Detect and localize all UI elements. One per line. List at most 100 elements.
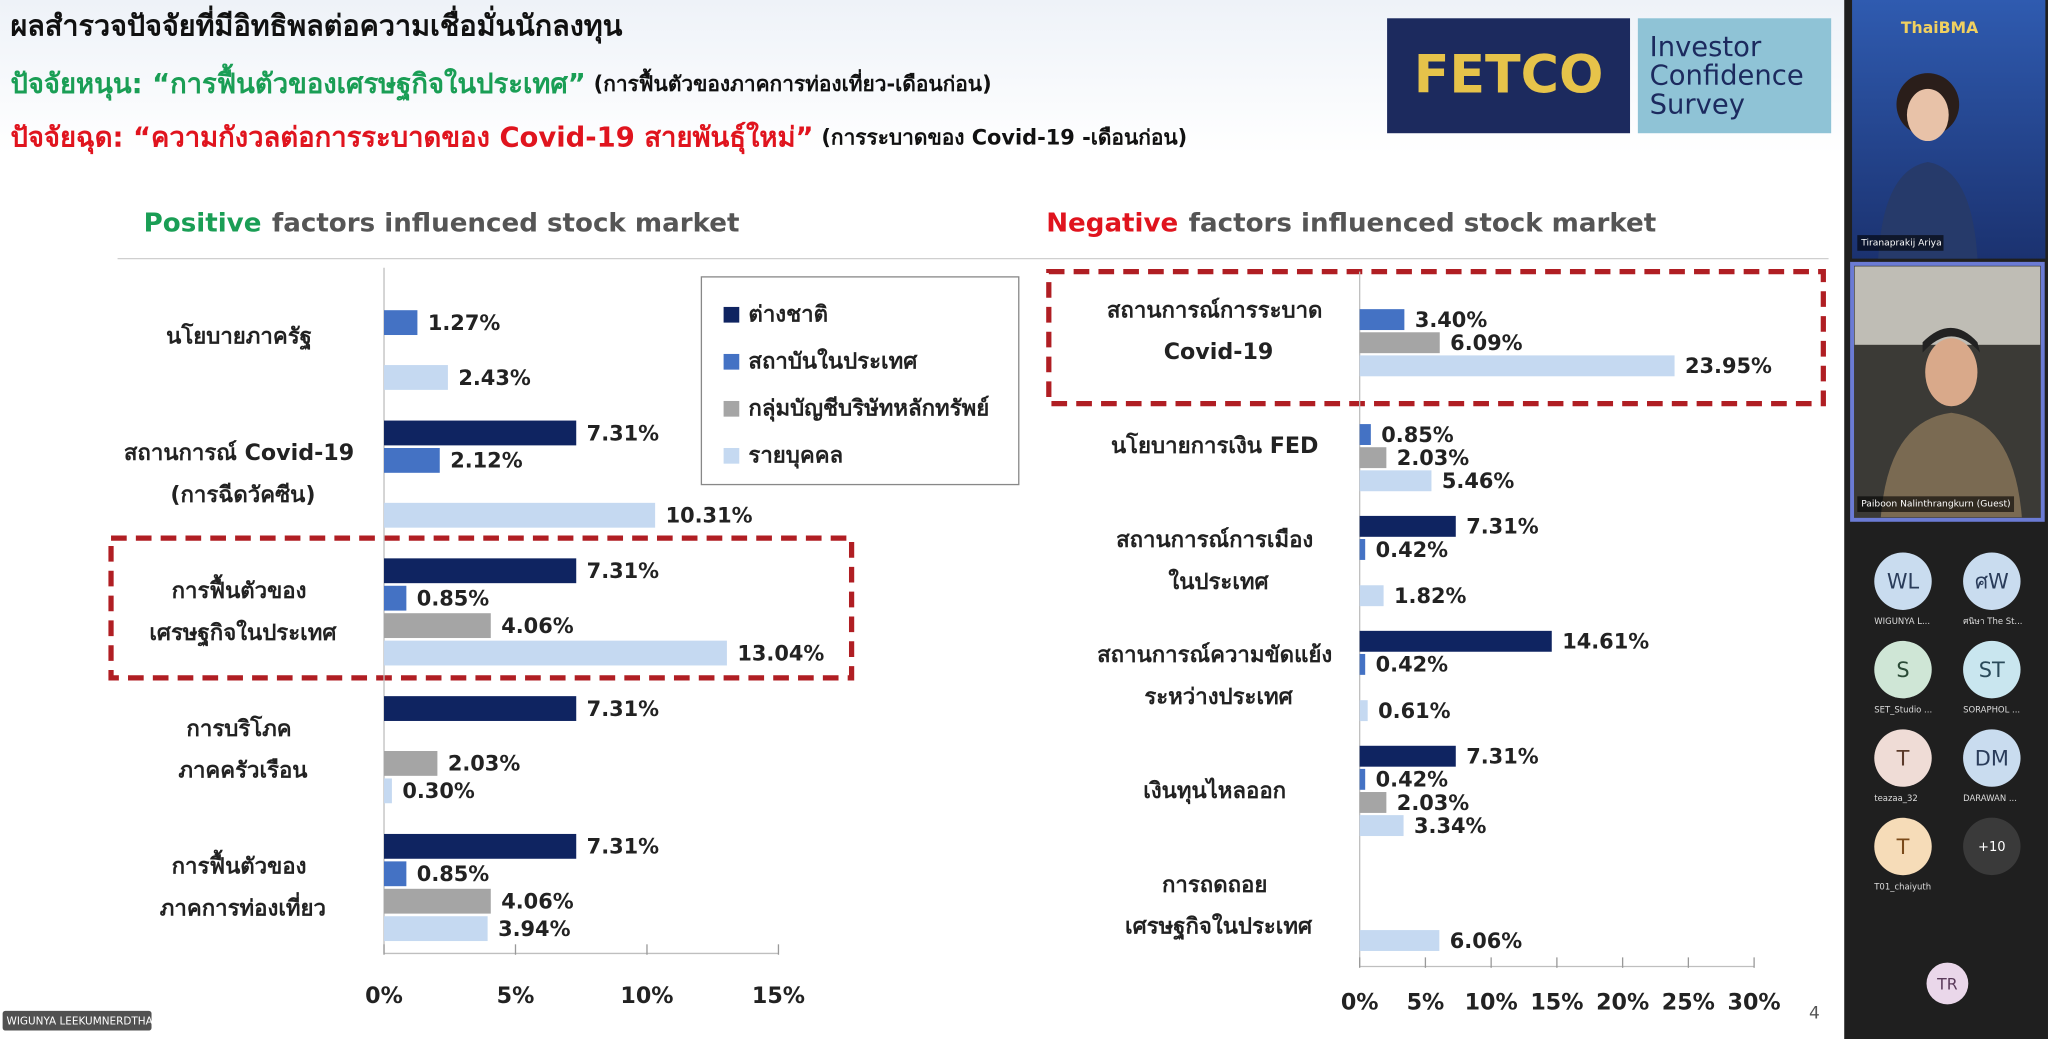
tile-label: ThaiBMA [1901,18,1979,37]
logo-survey: Confidence [1650,61,1804,92]
chart-title: Negative factors influenced stock market [1046,208,1656,238]
bar [384,420,577,446]
value-label: 0.42% [1376,538,1449,562]
value-label: 0.85% [417,862,490,886]
value-label: 7.31% [587,421,660,445]
value-label: 2.03% [1397,791,1470,815]
bar [384,502,656,528]
bar [1359,792,1387,813]
bar [384,613,491,639]
bar [1359,332,1440,354]
bar [1359,470,1432,492]
person-hair [1922,327,1981,353]
bar [384,585,407,611]
bar [384,696,577,721]
avatar-initials: ST [1979,658,2005,682]
value-label: 10.31% [666,504,753,528]
avatar[interactable] [1874,640,1932,699]
value-label: 4.06% [501,614,574,638]
bar [1359,630,1552,652]
legend-swatch [723,353,740,370]
avatar[interactable] [1874,817,1932,876]
value-label: 6.06% [1450,929,1523,953]
value-label: 3.94% [498,917,571,941]
bar [384,833,577,859]
title-text: factors influenced stock market [1189,208,1657,238]
bar [1359,930,1440,951]
category-label: เงินทุนไหลออก [1143,776,1286,804]
bar [384,640,727,666]
more-button[interactable] [1963,817,2021,876]
avatar[interactable] [1963,640,2021,699]
value-label: 23.95% [1685,354,1772,378]
value-label: 2.43% [458,366,531,390]
value-label: 7.31% [587,835,660,859]
name-bg [1857,496,2015,512]
value-label: 0.61% [1378,699,1451,723]
value-label: 13.04% [737,641,824,665]
value-label: 3.34% [1414,814,1487,838]
bar [384,558,577,584]
legend-label: รายบุคคล [748,442,843,469]
avatar[interactable] [1874,552,1932,610]
value-label: 7.31% [1466,745,1539,769]
participant-name: SORAPHOL ... [1963,705,2020,715]
value-label: 7.31% [587,697,660,721]
person-face [1925,338,1978,407]
bar [1359,539,1366,560]
legend-label: สถาบันในประเทศ [748,347,918,374]
category-label: สถานการณ์ความขัดแย้ง ระหว่างประเทศ [1097,642,1332,710]
x-tick-label: 5% [1407,990,1445,1016]
value-label: 2.12% [450,449,523,473]
value-label: 0.30% [402,779,475,803]
participant-name: teazaa_32 [1874,793,1918,803]
bar [1359,424,1371,445]
avatar[interactable] [1874,729,1932,787]
value-label: 3.40% [1415,308,1488,332]
avatar-initials: DM [1975,746,2009,770]
driver-line: ปัจจัยหนุน: “การฟื้นตัวของเศรษฐกิจในประเ… [10,62,991,101]
participant-name: T01_chaiyuth [1873,881,1931,891]
value-label: 7.31% [587,559,660,583]
legend-label: กลุ่มบัญชีบริษัทหลักทรัพย์ [748,395,989,422]
value-label: 2.03% [1397,446,1470,470]
bar [1359,653,1366,675]
bar [1359,515,1456,537]
avatar-initials: S [1896,658,1909,682]
bar [1359,700,1368,722]
value-label: 0.85% [1381,423,1454,447]
presenter-name: Tiranaprakij Ariya [1860,238,1941,248]
person-body [1880,412,2022,518]
drag-heading: ปัจจัยฉุด: “ความกังวลต่อการระบาดของ Covi… [10,120,813,154]
presenter-name: Paiboon Nalinthrangkurn (Guest) [1861,500,2010,510]
speaker-tag: WIGUNYA LEEKUMNERDTHAI [7,1015,156,1027]
bar [1359,745,1456,767]
logo-survey: Investor [1650,32,1762,63]
category-label: การฟื้นตัวของ ภาคการท่องเที่ยว [152,848,326,921]
legend-swatch [723,400,740,417]
value-label: 1.82% [1394,584,1467,608]
avatar-initials: T [1896,746,1910,770]
avatar-initials: T [1896,835,1910,859]
person-face [1906,88,1949,142]
chart-title: Positive factors influenced stock market [144,208,740,238]
x-tick-label: 10% [1465,990,1518,1016]
bar [1359,309,1405,331]
value-label: 0.42% [1376,653,1449,677]
highlight-box [108,535,855,681]
category-label: การฟื้นตัวของ เศรษฐกิจในประเทศ [142,573,338,647]
avatar[interactable] [1963,729,2021,787]
value-label: 1.27% [428,311,501,335]
logo-brand: FETCO [1414,45,1604,105]
logo-survey-box [1637,18,1832,134]
avatar[interactable] [1963,552,2021,610]
x-tick-label: 0% [1341,990,1379,1016]
bar [1359,355,1675,377]
avatar-initials: WL [1887,570,1920,594]
slide-background [0,0,1844,1039]
bar [1359,815,1404,837]
bar [1359,585,1384,607]
bar [1359,447,1387,469]
